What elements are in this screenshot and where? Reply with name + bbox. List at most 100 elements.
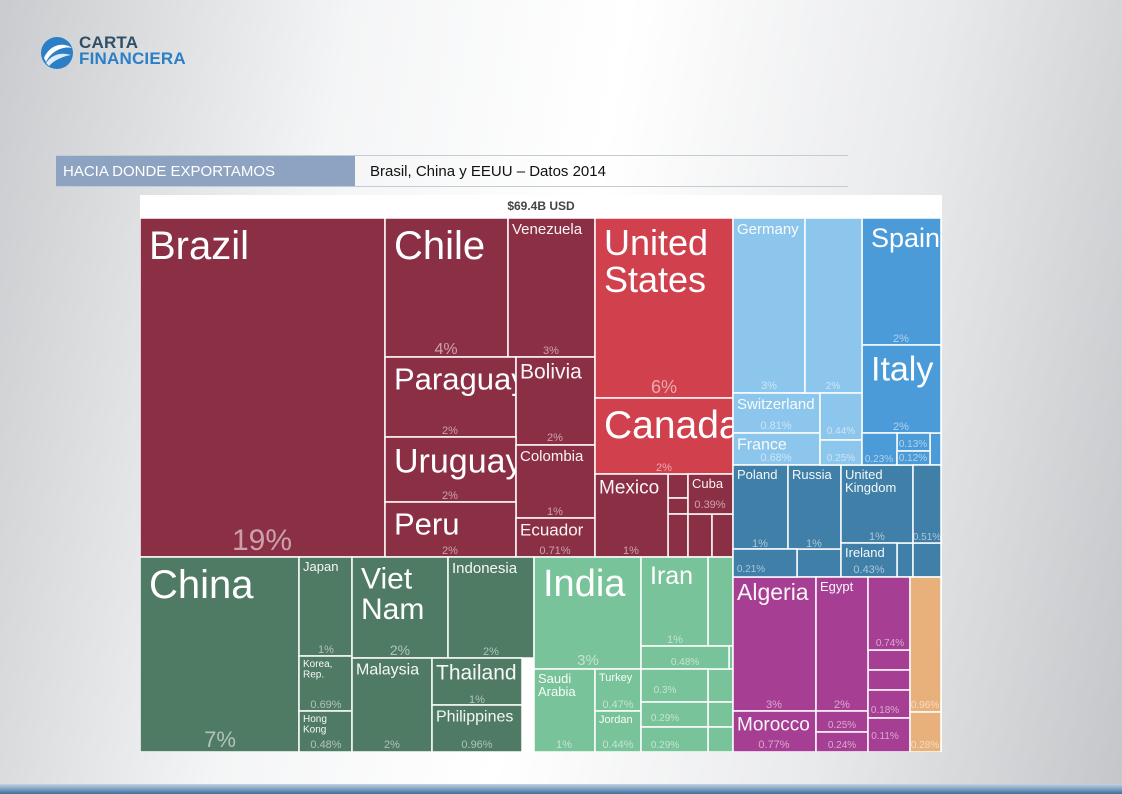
treemap-cell-chile bbox=[384, 218, 509, 358]
treemap-cell-indonesia bbox=[447, 556, 535, 659]
treemap-cell-saudi-arabia bbox=[533, 668, 596, 752]
treemap-value-unlabeled: 0.44% bbox=[827, 426, 855, 437]
treemap-value-ecuador: 0.71% bbox=[539, 545, 570, 557]
logo-text-financiera: FINANCIERA bbox=[79, 49, 186, 68]
treemap-value-ireland: 0.43% bbox=[853, 564, 884, 576]
treemap-value-korea-rep: 0.69% bbox=[310, 699, 341, 711]
treemap-value-cuba: 0.39% bbox=[694, 499, 725, 511]
treemap-label-united-kingdom: Kingdom bbox=[845, 480, 896, 495]
treemap-value-china: 7% bbox=[204, 727, 236, 752]
treemap-label-korea-rep: Rep. bbox=[303, 669, 324, 680]
globe-icon bbox=[41, 37, 73, 69]
treemap-value-unlabeled: 0.11% bbox=[871, 731, 899, 742]
treemap-value-unlabeled: 0.23% bbox=[865, 454, 893, 465]
treemap-value-unlabeled: 0.48% bbox=[671, 657, 699, 668]
treemap-value-uruguay: 2% bbox=[442, 490, 458, 502]
treemap-cell-peru bbox=[384, 501, 517, 558]
treemap-value-unlabeled: 2% bbox=[826, 381, 841, 392]
treemap-label-indonesia: Indonesia bbox=[452, 560, 518, 577]
treemap-label-algeria: Algeria bbox=[737, 579, 809, 605]
treemap-value-thailand: 1% bbox=[469, 694, 485, 706]
export-treemap-chart: $69.4B USD Brazil 19% Chile 4% Venezuela 3% Pa… bbox=[140, 195, 942, 752]
treemap-cell-china bbox=[140, 556, 300, 752]
treemap-cell-small bbox=[912, 542, 942, 578]
treemap-value-iran: 1% bbox=[667, 634, 683, 646]
treemap-value-unlabeled: 0.29% bbox=[651, 740, 679, 751]
treemap-cell-unlabeled bbox=[867, 689, 911, 719]
treemap-label-korea-rep: Korea, bbox=[303, 659, 332, 670]
treemap-cell-jordan bbox=[594, 710, 642, 752]
treemap-value-malaysia: 2% bbox=[384, 739, 400, 751]
treemap-cell-small bbox=[667, 513, 689, 558]
treemap-value-mexico: 1% bbox=[623, 545, 639, 557]
treemap-label-philippines: Philippines bbox=[436, 709, 513, 726]
treemap-label-viet-nam: Viet bbox=[361, 563, 413, 596]
treemap-label-ecuador: Ecuador bbox=[520, 521, 584, 540]
treemap-cell-india bbox=[533, 556, 642, 670]
treemap-cell-small bbox=[711, 513, 734, 558]
treemap-cell-philippines bbox=[431, 704, 523, 752]
treemap-value-unlabeled: 0.51% bbox=[913, 532, 941, 543]
treemap-cell-unlabeled bbox=[909, 711, 942, 752]
treemap-cell-thailand bbox=[431, 657, 523, 706]
treemap-value-indonesia: 2% bbox=[483, 646, 499, 658]
treemap-label-germany: Germany bbox=[737, 221, 799, 238]
treemap-label-peru: Peru bbox=[394, 507, 459, 542]
treemap-value-france: 0.68% bbox=[760, 452, 791, 464]
treemap-value-unlabeled: 0.21% bbox=[737, 564, 765, 575]
treemap-value-colombia: 1% bbox=[547, 506, 563, 518]
treemap-label-jordan: Jordan bbox=[599, 714, 633, 726]
treemap-value-unlabeled: 0.12% bbox=[899, 453, 927, 464]
treemap-label-hong-kong: Kong bbox=[303, 724, 326, 735]
treemap-cell-mexico bbox=[594, 473, 669, 558]
treemap-label-malaysia: Malaysia bbox=[356, 662, 419, 679]
treemap-value-united-kingdom: 1% bbox=[869, 531, 885, 543]
treemap-value-switzerland: 0.81% bbox=[760, 420, 791, 432]
treemap-cell-malaysia bbox=[351, 657, 433, 752]
treemap-cell-small bbox=[867, 669, 911, 691]
treemap-label-spain: Spain bbox=[871, 223, 940, 253]
footer-bar bbox=[0, 784, 1122, 794]
treemap-label-united-kingdom: United bbox=[845, 467, 883, 482]
treemap-cell-unlabeled bbox=[640, 726, 709, 752]
treemap-label-saudi-arabia: Saudi bbox=[538, 671, 571, 686]
treemap-value-venezuela: 3% bbox=[543, 345, 559, 357]
treemap-cell-small bbox=[707, 668, 734, 703]
treemap-value-unlabeled: 0.25% bbox=[827, 453, 855, 464]
treemap-value-spain: 2% bbox=[893, 333, 909, 345]
treemap-label-saudi-arabia: Arabia bbox=[538, 684, 576, 699]
treemap-value-viet-nam: 2% bbox=[390, 642, 410, 658]
treemap-cell-hong-kong bbox=[298, 710, 353, 752]
treemap-label-bolivia: Bolivia bbox=[520, 360, 582, 383]
treemap-cell-poland bbox=[732, 464, 789, 550]
treemap-label-japan: Japan bbox=[303, 559, 338, 574]
treemap-value-italy: 2% bbox=[893, 421, 909, 433]
treemap-svg: Brazil 19% Chile 4% Venezuela 3% Paraguay 2% Bol… bbox=[140, 218, 942, 752]
treemap-cell-unlabeled bbox=[804, 218, 863, 394]
treemap-value-bolivia: 2% bbox=[547, 432, 563, 444]
treemap-label-morocco: Morocco bbox=[737, 714, 810, 735]
treemap-cell-unlabeled bbox=[867, 576, 911, 651]
treemap-label-india: India bbox=[543, 563, 626, 605]
treemap-cell-korea-rep bbox=[298, 655, 353, 712]
treemap-value-chile: 4% bbox=[434, 341, 457, 358]
treemap-cell-small bbox=[707, 556, 734, 647]
treemap-label-united-states: States bbox=[604, 259, 706, 300]
treemap-label-cuba: Cuba bbox=[692, 476, 724, 491]
treemap-cell-unlabeled bbox=[819, 392, 863, 441]
treemap-label-thailand: Thailand bbox=[436, 661, 517, 684]
treemap-value-unlabeled: 0.25% bbox=[828, 720, 856, 731]
treemap-label-uruguay: Uruguay bbox=[394, 442, 523, 480]
treemap-cell-small bbox=[796, 548, 842, 578]
treemap-cell-ireland bbox=[840, 542, 898, 578]
treemap-value-russia: 1% bbox=[806, 538, 822, 550]
treemap-value-unlabeled: 0.28% bbox=[911, 740, 939, 751]
treemap-label-canada: Canada bbox=[604, 404, 741, 447]
treemap-label-russia: Russia bbox=[792, 467, 833, 482]
treemap-label-ireland: Ireland bbox=[845, 545, 885, 560]
treemap-cell-unlabeled bbox=[861, 432, 898, 466]
treemap-cell-japan bbox=[298, 556, 353, 657]
treemap-value-saudi-arabia: 1% bbox=[556, 739, 572, 751]
treemap-value-unlabeled: 0.3% bbox=[654, 685, 677, 696]
treemap-value-canada: 2% bbox=[656, 462, 672, 474]
